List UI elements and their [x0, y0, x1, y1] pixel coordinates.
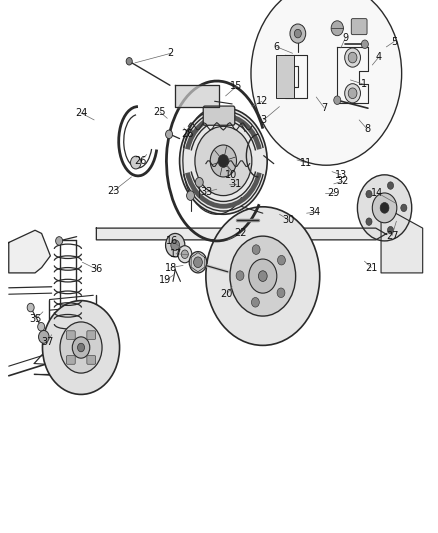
Text: 3: 3	[261, 115, 267, 125]
Circle shape	[372, 193, 397, 223]
Circle shape	[366, 190, 372, 198]
Circle shape	[131, 156, 141, 169]
Circle shape	[236, 271, 244, 280]
Circle shape	[72, 337, 90, 358]
Circle shape	[348, 88, 357, 99]
Circle shape	[251, 297, 259, 307]
Circle shape	[60, 322, 102, 373]
Circle shape	[166, 233, 185, 257]
Circle shape	[357, 175, 412, 241]
Circle shape	[187, 191, 194, 200]
Circle shape	[126, 58, 132, 65]
Circle shape	[195, 177, 203, 187]
Text: 32: 32	[336, 176, 349, 186]
Circle shape	[252, 245, 260, 254]
Text: 28: 28	[181, 130, 194, 139]
FancyBboxPatch shape	[276, 55, 294, 98]
Circle shape	[181, 250, 188, 259]
FancyBboxPatch shape	[87, 356, 95, 364]
Text: 31: 31	[230, 179, 242, 189]
Circle shape	[195, 126, 252, 196]
Text: 33: 33	[201, 187, 213, 197]
Text: 10: 10	[225, 170, 237, 180]
Text: 36: 36	[90, 264, 102, 274]
Text: 29: 29	[328, 188, 340, 198]
Text: 4: 4	[376, 52, 382, 62]
Circle shape	[180, 108, 267, 214]
Text: 18: 18	[165, 263, 177, 272]
Text: 30: 30	[282, 215, 294, 224]
Circle shape	[194, 257, 202, 268]
Text: 9: 9	[342, 34, 348, 43]
Circle shape	[78, 343, 85, 352]
FancyBboxPatch shape	[67, 356, 75, 364]
Circle shape	[401, 204, 407, 212]
Circle shape	[218, 155, 229, 167]
FancyBboxPatch shape	[203, 106, 235, 125]
Text: 13: 13	[335, 170, 347, 180]
Circle shape	[249, 259, 277, 293]
Text: 8: 8	[364, 124, 370, 134]
Circle shape	[345, 84, 360, 103]
Circle shape	[210, 145, 237, 177]
Circle shape	[166, 130, 173, 139]
Text: 21: 21	[365, 263, 378, 272]
Polygon shape	[9, 230, 50, 273]
Circle shape	[27, 303, 34, 312]
Circle shape	[331, 21, 343, 36]
Text: 23: 23	[108, 186, 120, 196]
Text: 14: 14	[371, 188, 384, 198]
Text: 25: 25	[154, 107, 166, 117]
Circle shape	[290, 24, 306, 43]
Text: 15: 15	[230, 82, 243, 91]
Circle shape	[388, 227, 394, 234]
Text: 6: 6	[274, 42, 280, 52]
Text: 24: 24	[75, 108, 87, 118]
Circle shape	[294, 29, 301, 38]
Text: 16: 16	[166, 236, 178, 246]
Text: 5: 5	[391, 37, 397, 46]
Circle shape	[348, 52, 357, 63]
Circle shape	[345, 48, 360, 67]
Text: 7: 7	[321, 103, 327, 112]
Text: 35: 35	[30, 314, 42, 324]
Circle shape	[380, 203, 389, 213]
Text: 1: 1	[360, 79, 367, 89]
Text: 26: 26	[134, 156, 146, 166]
Polygon shape	[175, 85, 219, 107]
Text: 37: 37	[41, 337, 53, 347]
Text: 27: 27	[386, 231, 398, 240]
Circle shape	[171, 240, 180, 251]
Polygon shape	[381, 205, 423, 273]
Circle shape	[251, 0, 402, 165]
Circle shape	[277, 288, 285, 297]
Text: 22: 22	[234, 229, 246, 238]
FancyBboxPatch shape	[87, 331, 95, 340]
Circle shape	[39, 330, 49, 343]
Text: 17: 17	[170, 249, 182, 259]
Circle shape	[278, 255, 286, 265]
Circle shape	[361, 40, 368, 49]
Circle shape	[38, 322, 45, 331]
Circle shape	[42, 301, 120, 394]
FancyBboxPatch shape	[351, 19, 367, 35]
Text: 34: 34	[308, 207, 321, 217]
Circle shape	[230, 236, 296, 316]
Text: 11: 11	[300, 158, 312, 167]
Circle shape	[56, 237, 63, 245]
Circle shape	[334, 96, 341, 104]
Polygon shape	[96, 228, 387, 240]
Text: 2: 2	[168, 49, 174, 58]
Circle shape	[258, 271, 267, 281]
Circle shape	[206, 207, 320, 345]
Text: 20: 20	[221, 289, 233, 299]
Circle shape	[178, 246, 192, 263]
Text: 19: 19	[159, 276, 172, 285]
Circle shape	[388, 182, 394, 189]
FancyBboxPatch shape	[67, 331, 75, 340]
Text: 12: 12	[256, 96, 268, 106]
Circle shape	[366, 218, 372, 225]
Circle shape	[189, 252, 207, 273]
